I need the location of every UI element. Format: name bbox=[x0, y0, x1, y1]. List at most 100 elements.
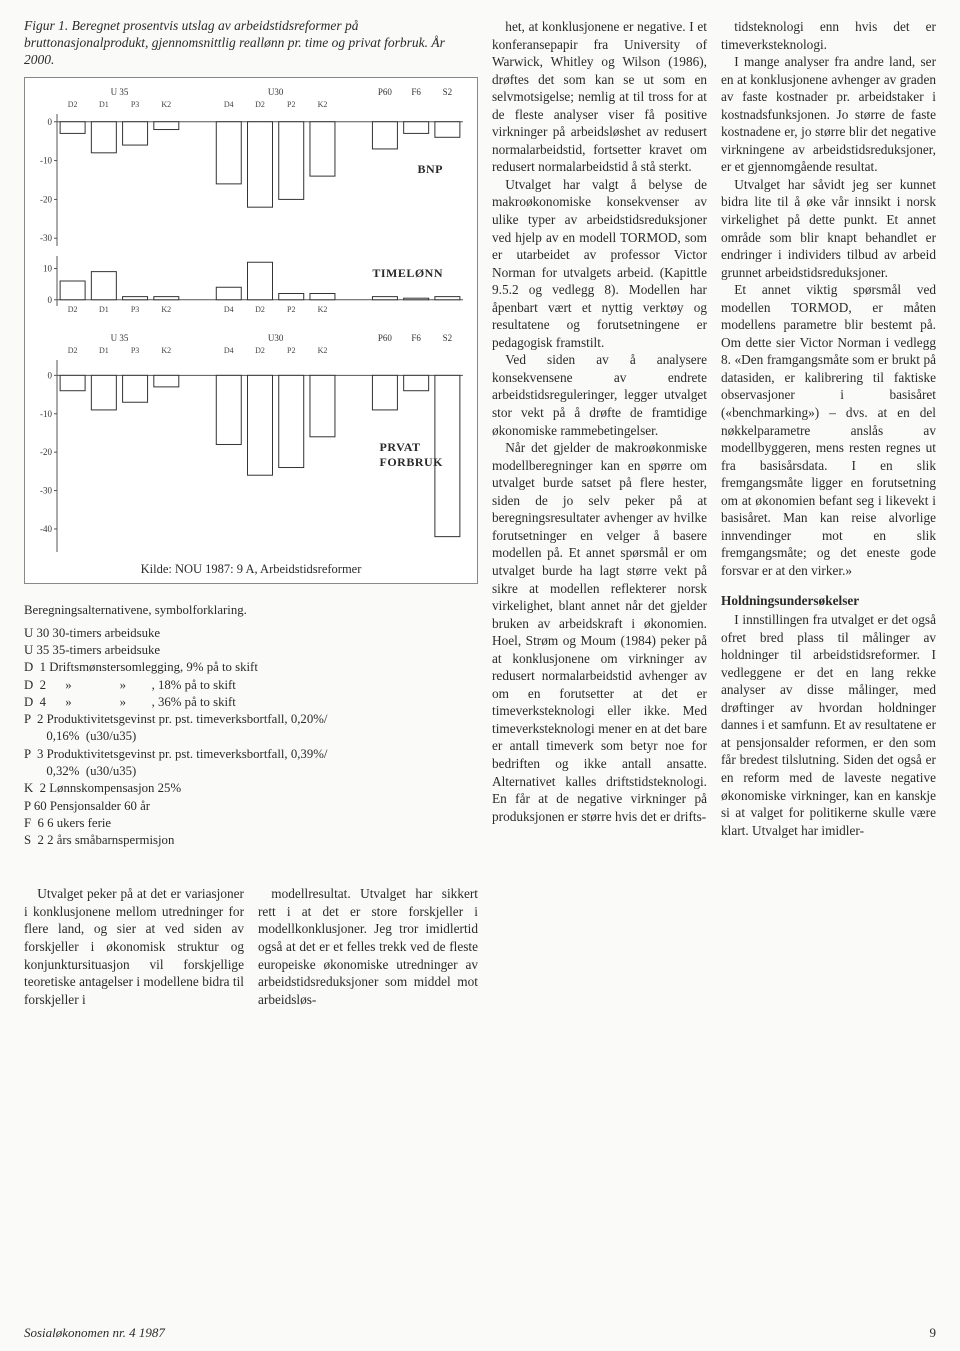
svg-text:P2: P2 bbox=[287, 100, 295, 109]
svg-text:U 35: U 35 bbox=[111, 87, 129, 97]
col4-p4: Et annet viktig spørsmål ved modellen TO… bbox=[721, 281, 936, 579]
chart-panel-0: 0-10-20-30 bbox=[29, 110, 473, 250]
chart-bar bbox=[123, 296, 148, 299]
svg-text:-30: -30 bbox=[40, 233, 52, 243]
svg-text:D2: D2 bbox=[68, 304, 78, 313]
legend-line: S 2 2 års småbarnspermisjon bbox=[24, 832, 478, 849]
svg-text:U 35: U 35 bbox=[111, 333, 129, 343]
svg-text:S2: S2 bbox=[443, 87, 453, 97]
svg-text:-30: -30 bbox=[40, 485, 52, 495]
chart-bar bbox=[154, 375, 179, 387]
footer-journal: Sosialøkonomen nr. 4 1987 bbox=[24, 1325, 165, 1341]
legend-line: 0,32% (u30/u35) bbox=[24, 763, 478, 780]
chart-bar bbox=[248, 121, 273, 206]
footer-page-number: 9 bbox=[930, 1325, 937, 1341]
svg-text:0: 0 bbox=[48, 294, 53, 304]
left-text-c1: Utvalget peker på at det er variasjoner … bbox=[24, 885, 244, 1008]
svg-text:K2: K2 bbox=[161, 304, 171, 313]
chart-bar bbox=[123, 375, 148, 402]
chart-bar bbox=[310, 375, 335, 436]
svg-text:K2: K2 bbox=[318, 346, 328, 355]
svg-text:P3: P3 bbox=[131, 346, 139, 355]
svg-text:0: 0 bbox=[48, 370, 53, 380]
chart-bar bbox=[216, 375, 241, 444]
chart-sub-labels: D2D1P3K2D4D2P2K2 bbox=[29, 344, 473, 356]
panel-title: BNP bbox=[418, 162, 444, 177]
svg-text:D1: D1 bbox=[99, 100, 109, 109]
col3-p4: Når det gjelder de makroøkonmiske modell… bbox=[492, 439, 707, 825]
chart-bar bbox=[372, 296, 397, 299]
text-column-3: het, at konklusjonene er negative. I et … bbox=[492, 18, 707, 1308]
svg-text:-20: -20 bbox=[40, 447, 52, 457]
svg-text:D4: D4 bbox=[224, 100, 234, 109]
figure-source: Kilde: NOU 1987: 9 A, Arbeidstidsreforme… bbox=[29, 558, 473, 579]
legend-line: F 6 6 ukers ferie bbox=[24, 815, 478, 832]
text-column-4: tidsteknologi enn hvis det er timeverkst… bbox=[721, 18, 936, 1308]
svg-text:D2: D2 bbox=[255, 346, 265, 355]
svg-text:P3: P3 bbox=[131, 100, 139, 109]
col3-p1: het, at konklusjonene er negative. I et … bbox=[492, 18, 707, 176]
chart-bar bbox=[123, 121, 148, 144]
left-text-c2: modellresultat. Utvalget har sikkert ret… bbox=[258, 885, 478, 1008]
chart-bar bbox=[91, 375, 116, 410]
svg-text:U30: U30 bbox=[268, 87, 284, 97]
svg-text:D4: D4 bbox=[224, 346, 234, 355]
chart-top-labels: U 35 U30 P60 F6 S2 bbox=[29, 330, 473, 344]
svg-text:-20: -20 bbox=[40, 194, 52, 204]
col4-p2: I mange analyser fra andre land, ser en … bbox=[721, 53, 936, 176]
chart-bar bbox=[404, 298, 429, 300]
svg-text:F6: F6 bbox=[411, 87, 421, 97]
col3-p3: Ved siden av å analysere konsekvensene a… bbox=[492, 351, 707, 439]
panel-title: TIMELØNN bbox=[372, 266, 443, 281]
svg-text:P60: P60 bbox=[378, 87, 393, 97]
svg-text:D2: D2 bbox=[255, 100, 265, 109]
legend-line: U 30 30-timers arbeidsuke bbox=[24, 625, 478, 642]
svg-text:K2: K2 bbox=[161, 346, 171, 355]
chart-bar bbox=[404, 375, 429, 390]
legend-line: D 4 » » , 36% på to skift bbox=[24, 694, 478, 711]
chart-bar bbox=[91, 121, 116, 152]
col4-p1: tidsteknologi enn hvis det er timeverkst… bbox=[721, 18, 936, 53]
chart-bar bbox=[310, 293, 335, 299]
svg-text:D2: D2 bbox=[68, 346, 78, 355]
chart-bar bbox=[216, 121, 241, 183]
col4-p3: Utvalget har såvidt jeg ser kunnet bidra… bbox=[721, 176, 936, 281]
left-bottom-text: Utvalget peker på at det er variasjoner … bbox=[24, 885, 478, 1008]
chart-bar bbox=[435, 296, 460, 299]
chart-top-labels: U 35 U30 P60 F6 S2 bbox=[29, 84, 473, 98]
figure-caption: Figur 1. Beregnet prosentvis utslag av a… bbox=[24, 18, 478, 69]
legend-line: K 2 Lønnskompensasjon 25% bbox=[24, 780, 478, 797]
chart-bar bbox=[435, 121, 460, 137]
svg-text:-40: -40 bbox=[40, 524, 52, 534]
legend-line: P 2 Produktivitetsgevinst pr. pst. timev… bbox=[24, 711, 478, 728]
svg-text:K2: K2 bbox=[318, 304, 328, 313]
chart-bar bbox=[279, 121, 304, 199]
svg-text:P60: P60 bbox=[378, 333, 393, 343]
chart-bar bbox=[154, 121, 179, 129]
svg-text:U30: U30 bbox=[268, 333, 284, 343]
svg-text:D4: D4 bbox=[224, 304, 234, 313]
svg-text:F6: F6 bbox=[411, 333, 421, 343]
svg-text:K2: K2 bbox=[318, 100, 328, 109]
col3-p2: Utvalget har valgt å belyse de makroøkon… bbox=[492, 176, 707, 351]
svg-text:0: 0 bbox=[48, 116, 53, 126]
page-footer: Sosialøkonomen nr. 4 1987 9 bbox=[24, 1325, 936, 1341]
svg-text:D1: D1 bbox=[99, 346, 109, 355]
legend-line: D 1 Driftsmønstersomlegging, 9% på to sk… bbox=[24, 659, 478, 676]
chart-bar bbox=[372, 121, 397, 148]
svg-text:10: 10 bbox=[43, 263, 53, 273]
legend-line: U 35 35-timers arbeidsuke bbox=[24, 642, 478, 659]
col4-subhead: Holdningsundersøkelser bbox=[721, 592, 936, 610]
svg-text:P3: P3 bbox=[131, 304, 139, 313]
svg-text:P2: P2 bbox=[287, 304, 295, 313]
chart-bar bbox=[248, 262, 273, 300]
chart-bar bbox=[248, 375, 273, 475]
legend-line: P 60 Pensjonsalder 60 år bbox=[24, 798, 478, 815]
chart-bar bbox=[60, 375, 85, 390]
svg-text:D2: D2 bbox=[255, 304, 265, 313]
chart-bar bbox=[279, 375, 304, 467]
chart-bar bbox=[91, 271, 116, 299]
legend-line: D 2 » » , 18% på to skift bbox=[24, 677, 478, 694]
svg-text:S2: S2 bbox=[443, 333, 453, 343]
legend-title: Beregningsalternativene, symbolforklarin… bbox=[24, 602, 478, 619]
